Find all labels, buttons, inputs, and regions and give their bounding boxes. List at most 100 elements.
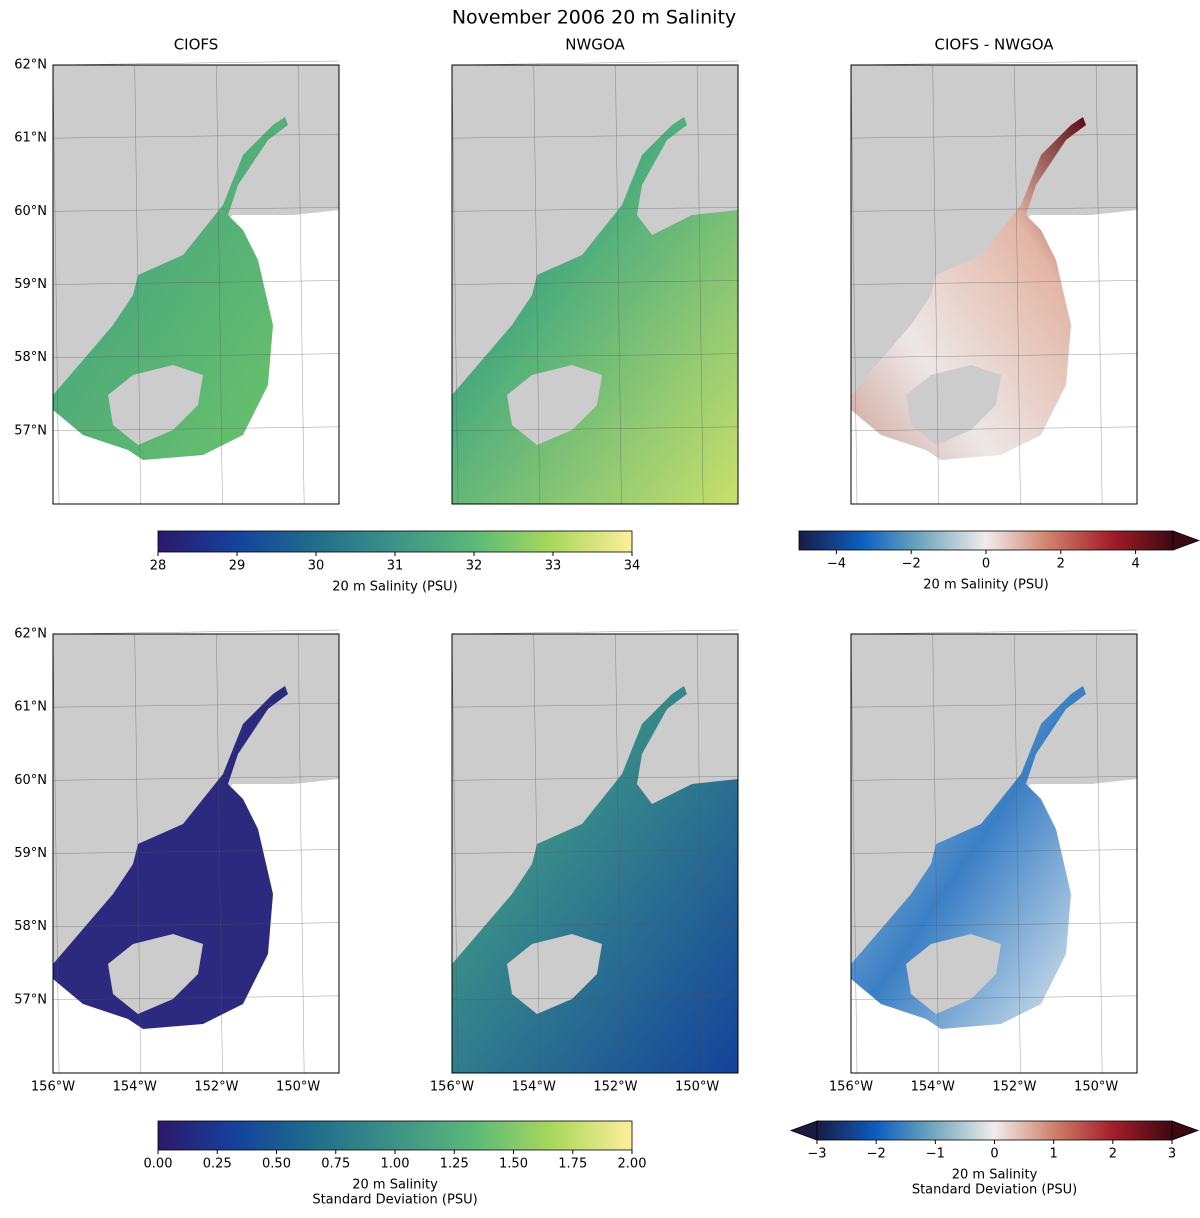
- colorbar-extend: [1172, 530, 1200, 551]
- grid-line: [134, 64, 141, 505]
- lon-tick-label: 150°W: [1074, 1080, 1118, 1095]
- lon-tick-label: 152°W: [593, 1080, 637, 1095]
- grid-line: [696, 64, 704, 505]
- map-frame: [850, 633, 1138, 1074]
- colorbar-extend: [789, 1120, 818, 1141]
- colorbar-tick-label: −4: [827, 557, 846, 572]
- grid-line: [850, 280, 1138, 285]
- map-frame: [850, 64, 1138, 505]
- grid-line: [932, 633, 939, 1074]
- lon-tick-label: 156°W: [31, 1080, 75, 1095]
- grid-line: [850, 426, 1138, 432]
- colorbar-tick-label: 33: [545, 559, 562, 574]
- colorbar-tick-label: 1.75: [558, 1157, 587, 1172]
- grid-line: [451, 633, 459, 1074]
- grid-line: [451, 776, 739, 781]
- colorbar: [157, 530, 633, 553]
- colorbar-extend: [1171, 1120, 1200, 1141]
- map-panel: [851, 65, 1137, 504]
- grid-line: [615, 633, 622, 1074]
- lon-tick-label: 150°W: [675, 1080, 719, 1095]
- panels: [53, 65, 1137, 1073]
- grid-line: [850, 776, 1138, 781]
- colorbar-tick-label: 4: [1131, 557, 1139, 572]
- colorbar-tick-label: 0: [990, 1147, 998, 1162]
- colorbar-tick-label: 1.25: [440, 1157, 469, 1172]
- colorbar-label: 20 m Salinity: [352, 1178, 438, 1193]
- grid-line: [850, 849, 1138, 854]
- grid-line: [1095, 633, 1103, 1074]
- lon-tick-label: 154°W: [113, 1080, 157, 1095]
- grid-line: [451, 426, 739, 432]
- colorbar: [798, 530, 1174, 551]
- lat-tick-label: 60°N: [14, 773, 47, 788]
- map-panel: [53, 634, 339, 1073]
- grid-line: [52, 353, 340, 358]
- colorbar-tick-label: −2: [867, 1147, 886, 1162]
- grid-line: [850, 60, 1138, 66]
- grid-line: [850, 995, 1138, 1001]
- grid-line: [52, 64, 60, 505]
- colorbar-tick-label: 0.00: [144, 1157, 173, 1172]
- grid-line: [52, 702, 340, 708]
- grid-line: [451, 280, 739, 285]
- grid-line: [52, 60, 340, 66]
- grid-line: [1014, 633, 1021, 1074]
- grid-line: [451, 207, 739, 212]
- grid-line: [1095, 64, 1103, 505]
- grid-line: [451, 629, 739, 635]
- grid-line: [52, 633, 60, 1074]
- grid-line: [451, 64, 459, 505]
- colorbar-tick-label: −1: [926, 1147, 945, 1162]
- map-frame: [451, 64, 739, 505]
- grid-line: [52, 849, 340, 854]
- grid-line: [850, 207, 1138, 212]
- lon-tick-label: 154°W: [512, 1080, 556, 1095]
- panel-title: NWGOA: [565, 36, 625, 54]
- grid-line: [850, 133, 1138, 139]
- grid-line: [932, 64, 939, 505]
- lat-tick-label: 61°N: [14, 700, 47, 715]
- colorbar-tick-label: 34: [624, 559, 641, 574]
- panel-title: CIOFS: [174, 36, 219, 54]
- grid-line: [533, 633, 540, 1074]
- colorbar-tick-label: −2: [902, 557, 921, 572]
- colorbar-tick-label: 0.75: [321, 1157, 350, 1172]
- colorbar: [816, 1120, 1173, 1141]
- lat-tick-label: 62°N: [14, 627, 47, 642]
- colorbar-tick-label: 2.00: [618, 1157, 647, 1172]
- map-frame: [451, 633, 739, 1074]
- colorbar-tick-label: 31: [387, 559, 404, 574]
- grid-line: [850, 64, 858, 505]
- colorbar-label: 20 m Salinity: [952, 1168, 1038, 1183]
- colorbar-label: 20 m Salinity (PSU): [923, 578, 1048, 593]
- lon-tick-label: 156°W: [829, 1080, 873, 1095]
- grid-line: [451, 922, 739, 927]
- grid-line: [52, 776, 340, 781]
- lat-tick-label: 58°N: [14, 350, 47, 365]
- lat-tick-label: 57°N: [14, 423, 47, 438]
- colorbar-label: Standard Deviation (PSU): [912, 1183, 1077, 1198]
- grid-line: [451, 133, 739, 139]
- map-panel: [851, 634, 1137, 1073]
- colorbar-tick-label: 1.00: [381, 1157, 410, 1172]
- grid-line: [297, 633, 305, 1074]
- colorbar-label: Standard Deviation (PSU): [312, 1193, 477, 1208]
- grid-line: [451, 995, 739, 1001]
- grid-line: [216, 633, 223, 1074]
- lon-tick-label: 152°W: [992, 1080, 1036, 1095]
- grid-line: [451, 702, 739, 708]
- map-frame: [52, 64, 340, 505]
- lat-tick-label: 61°N: [14, 131, 47, 146]
- grid-line: [52, 426, 340, 432]
- grid-line: [52, 629, 340, 635]
- grid-line: [451, 353, 739, 358]
- map-panel: [452, 65, 738, 504]
- colorbar-tick-label: 28: [150, 559, 167, 574]
- colorbar-tick-label: 0.50: [262, 1157, 291, 1172]
- map-frame: [52, 633, 340, 1074]
- colorbar-tick-label: 2: [1057, 557, 1065, 572]
- colorbar-tick-label: 29: [229, 559, 246, 574]
- colorbar-label: 20 m Salinity (PSU): [332, 580, 457, 595]
